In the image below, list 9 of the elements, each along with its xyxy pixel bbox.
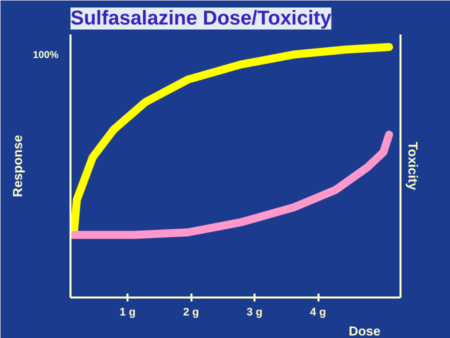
x-tick-label: 1 g bbox=[120, 306, 136, 318]
x-axis-title: Dose bbox=[348, 324, 381, 338]
chart-title: Sulfasalazine Dose/Toxicity bbox=[70, 8, 332, 30]
text: 100% bbox=[32, 50, 59, 62]
x-tick-label: 4 g bbox=[310, 306, 326, 318]
x-tick-label: 3 g bbox=[246, 306, 262, 318]
x-tick-label: 2 g bbox=[183, 306, 200, 318]
y2-axis-title: Toxicity bbox=[406, 142, 420, 191]
y-axis-title: Response bbox=[10, 134, 25, 198]
